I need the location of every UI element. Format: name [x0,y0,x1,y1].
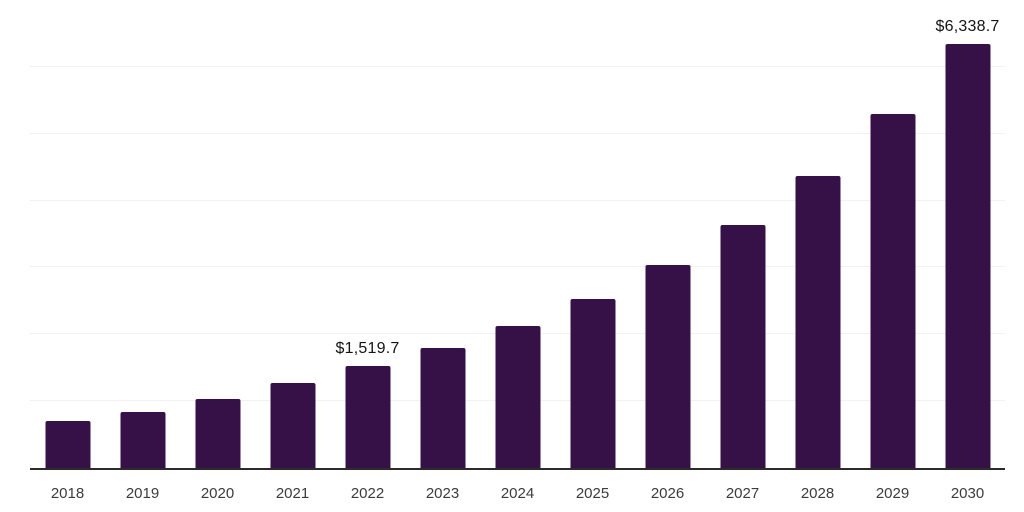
x-axis-labels: 2018 2019 2020 2021 2022 2023 2024 2025 2026 2027… [30,470,1005,512]
bar-2018[interactable] [45,421,90,468]
x-tick-label-2030: 2030 [950,485,985,502]
bar-slot-2025 [555,0,630,468]
bar-slot-2021 [255,0,330,468]
x-tick-label-2019: 2019 [125,485,160,502]
bar-slot-2027 [705,0,780,468]
bar-2030[interactable] [945,44,990,468]
x-tick-label-2018: 2018 [50,485,85,502]
bar-slot-2024 [480,0,555,468]
x-tick-label-2022: 2022 [350,485,385,502]
bar-2025[interactable] [570,298,615,468]
x-tick-label-2024: 2024 [500,485,535,502]
x-tick-label-2021: 2021 [275,485,310,502]
x-tick-label-2020: 2020 [200,485,235,502]
x-tick-label-2029: 2029 [875,485,910,502]
bars-container: $1,519.7 $6,338.7 [30,0,1005,468]
bar-slot-2018 [30,0,105,468]
bar-slot-2026 [630,0,705,468]
bar-2020[interactable] [195,399,240,468]
gridline-6000 [30,65,1005,67]
bar-slot-2019 [105,0,180,468]
plot-area: $1,519.7 $6,338.7 [30,0,1005,468]
bar-slot-2029 [855,0,930,468]
data-label-2022: $1,519.7 [335,340,400,358]
bar-2021[interactable] [270,383,315,468]
bar-2027[interactable] [720,224,765,468]
data-label-2030: $6,338.7 [935,18,1000,36]
x-tick-label-2023: 2023 [425,485,460,502]
bar-slot-2023 [405,0,480,468]
bar-2029[interactable] [870,114,915,468]
x-tick-label-2027: 2027 [725,485,760,502]
bar-slot-2030: $6,338.7 [930,0,1005,468]
x-tick-label-2026: 2026 [650,485,685,502]
x-tick-label-2025: 2025 [575,485,610,502]
bar-slot-2020 [180,0,255,468]
bar-2028[interactable] [795,175,840,468]
bar-slot-2022: $1,519.7 [330,0,405,468]
x-axis-line [30,468,1005,470]
bar-2023[interactable] [420,348,465,468]
gridline-5000 [30,132,1005,134]
gridline-3000 [30,266,1005,268]
x-tick-label-2028: 2028 [800,485,835,502]
bar-2026[interactable] [645,265,690,468]
bar-2024[interactable] [495,326,540,468]
bar-slot-2028 [780,0,855,468]
bar-2022[interactable] [345,366,390,468]
gridline-4000 [30,199,1005,201]
bar-2019[interactable] [120,411,165,468]
